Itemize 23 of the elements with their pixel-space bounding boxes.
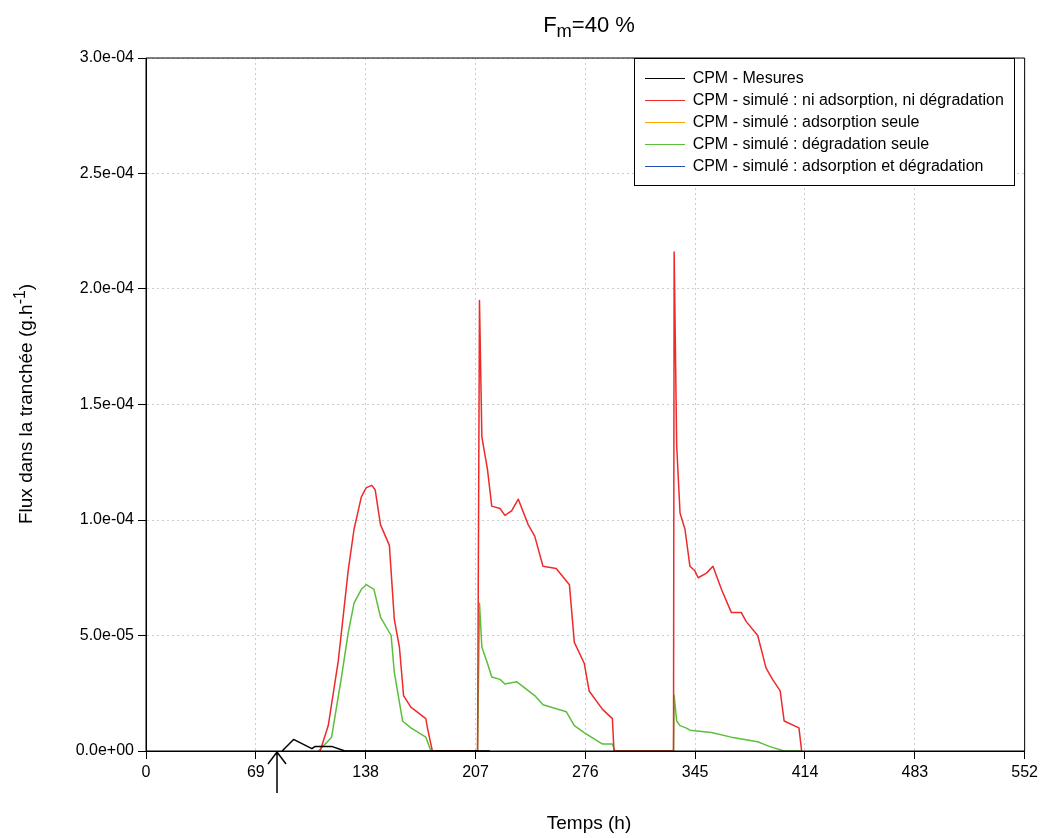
legend-label: CPM - simulé : ni adsorption, ni dégradation: [692, 91, 1004, 109]
chart-title: F$_{m}$=40 %: [542, 12, 636, 43]
legend-label: CPM - simulé : adsorption et dégradation: [692, 157, 984, 175]
legend-label: CPM - simulé : adsorption seule: [692, 113, 920, 131]
x-tick-label: 483: [901, 763, 929, 781]
x-tick-label: 345: [681, 763, 709, 781]
x-tick-label: 138: [352, 763, 380, 781]
x-tick-label: 276: [571, 763, 599, 781]
x-tick-label: 0: [141, 763, 151, 781]
x-tick-label: 414: [791, 763, 819, 781]
y-tick-label: 1.5e-04: [79, 394, 135, 412]
y-tick-label: 1.0e-04: [79, 510, 135, 528]
y-tick-label: 5.0e-05: [79, 625, 135, 643]
legend-label: CPM - Mesures: [692, 69, 804, 87]
y-tick-label: 3.0e-04: [79, 48, 135, 66]
x-tick-label: 69: [246, 763, 265, 781]
y-tick-label: 0.0e+00: [75, 741, 135, 759]
x-tick-label: 207: [462, 763, 489, 781]
x-tick-label: 552: [1011, 763, 1039, 781]
x-axis-title: Temps (h): [545, 812, 633, 834]
y-tick-label: 2.5e-04: [79, 163, 135, 181]
y-tick-label: 2.0e-04: [79, 279, 135, 297]
legend-label: CPM - simulé : dégradation seule: [692, 135, 930, 153]
